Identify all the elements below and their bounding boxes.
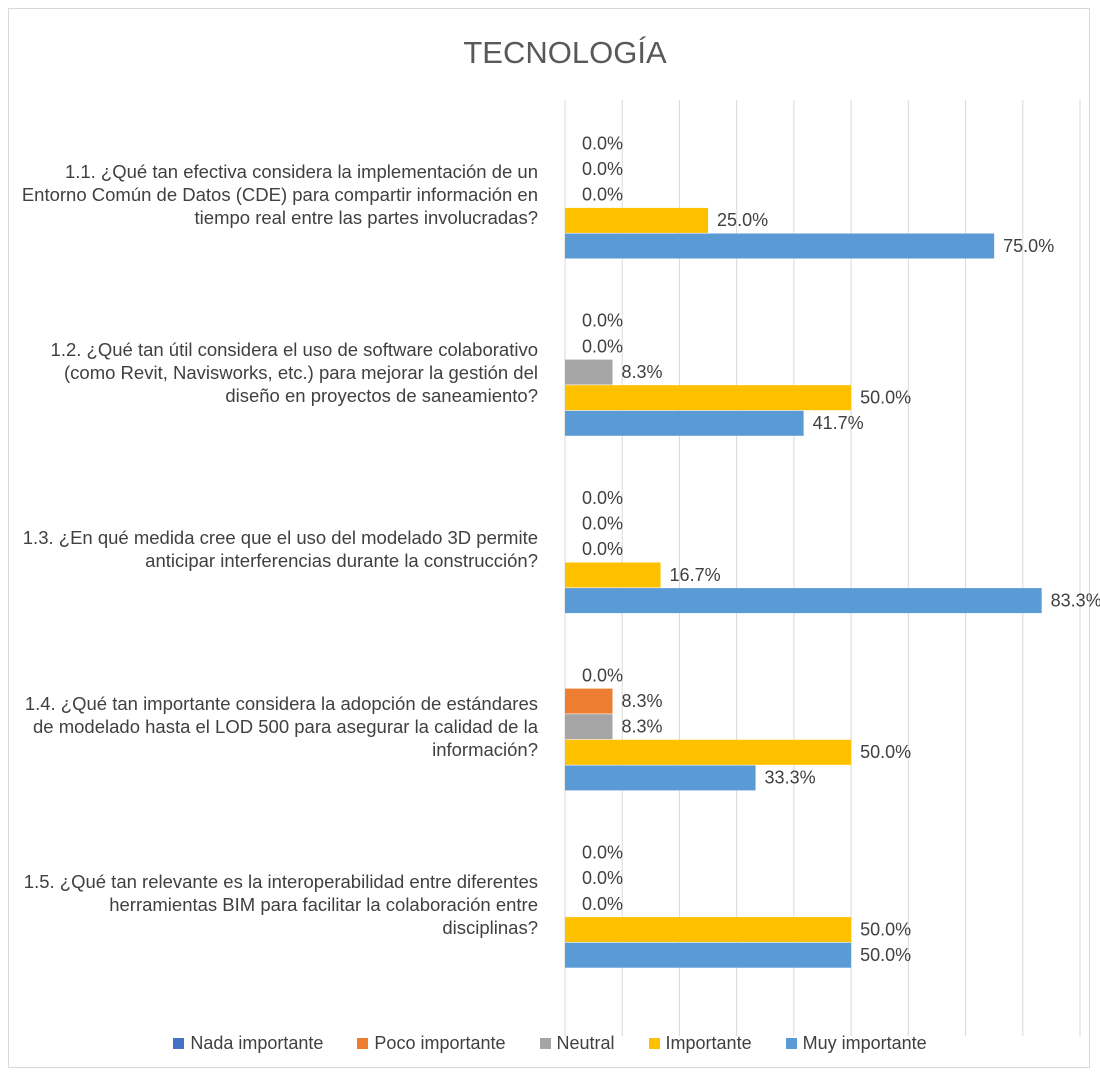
data-label: 50.0% — [860, 945, 911, 965]
data-label: 0.0% — [582, 514, 623, 534]
category-label: 1.2. ¿Qué tan útil considera el uso de s… — [50, 338, 538, 406]
legend-swatch — [539, 1038, 551, 1049]
bar — [565, 688, 613, 714]
legend-item: Neutral — [539, 1033, 615, 1054]
legend-swatch — [173, 1038, 185, 1049]
data-label: 83.3% — [1051, 590, 1100, 610]
legend-item: Muy importante — [785, 1033, 927, 1054]
category-label: 1.3. ¿En qué medida cree que el uso del … — [22, 527, 538, 572]
bar — [565, 714, 613, 740]
legend-label: Nada importante — [190, 1033, 324, 1053]
data-label: 33.3% — [765, 768, 816, 788]
category-label: 1.4. ¿Qué tan importante considera la ad… — [24, 693, 538, 761]
data-label: 0.0% — [582, 665, 623, 685]
bar — [565, 207, 709, 233]
legend-item: Poco importante — [357, 1033, 506, 1054]
data-label: 0.0% — [582, 539, 623, 559]
bar — [565, 942, 852, 968]
chart-title: TECNOLOGÍA — [463, 35, 667, 70]
bar — [565, 233, 995, 259]
data-label: 16.7% — [670, 565, 721, 585]
bar — [565, 359, 613, 385]
chart-frame — [8, 8, 1090, 1068]
legend-swatch — [357, 1038, 369, 1049]
bar — [565, 917, 852, 943]
legend-item: Importante — [648, 1033, 752, 1054]
legend-label: Neutral — [556, 1033, 615, 1053]
data-label: 8.3% — [621, 691, 662, 711]
bar — [565, 562, 661, 588]
data-label: 41.7% — [813, 413, 864, 433]
data-label: 50.0% — [860, 742, 911, 762]
bar — [565, 385, 852, 411]
data-label: 0.0% — [582, 133, 623, 153]
legend: Nada importante Poco importante Neutral Imp… — [0, 1033, 1100, 1054]
bar — [565, 410, 804, 436]
data-label: 75.0% — [1003, 236, 1054, 256]
legend-swatch — [785, 1038, 797, 1049]
bar — [565, 588, 1042, 614]
data-label: 0.0% — [582, 843, 623, 863]
legend-label: Muy importante — [802, 1033, 927, 1053]
data-label: 0.0% — [582, 185, 623, 205]
category-label: 1.5. ¿Qué tan relevante es la interopera… — [23, 870, 538, 938]
legend-item: Nada importante — [173, 1033, 323, 1054]
data-label: 50.0% — [860, 919, 911, 939]
data-label: 8.3% — [621, 716, 662, 736]
bar — [565, 739, 852, 765]
data-label: 0.0% — [582, 311, 623, 331]
data-label: 0.0% — [582, 894, 623, 914]
data-label: 0.0% — [582, 868, 623, 888]
bar — [565, 765, 756, 791]
data-label: 50.0% — [860, 387, 911, 407]
data-label: 0.0% — [582, 336, 623, 356]
legend-label: Poco importante — [374, 1033, 506, 1053]
data-label: 0.0% — [582, 488, 623, 508]
category-label: 1.1. ¿Qué tan efectiva considera la impl… — [21, 161, 538, 229]
data-label: 8.3% — [621, 362, 662, 382]
legend-label: Importante — [665, 1033, 752, 1053]
data-label: 25.0% — [717, 210, 768, 230]
data-label: 0.0% — [582, 159, 623, 179]
legend-swatch — [648, 1038, 660, 1049]
